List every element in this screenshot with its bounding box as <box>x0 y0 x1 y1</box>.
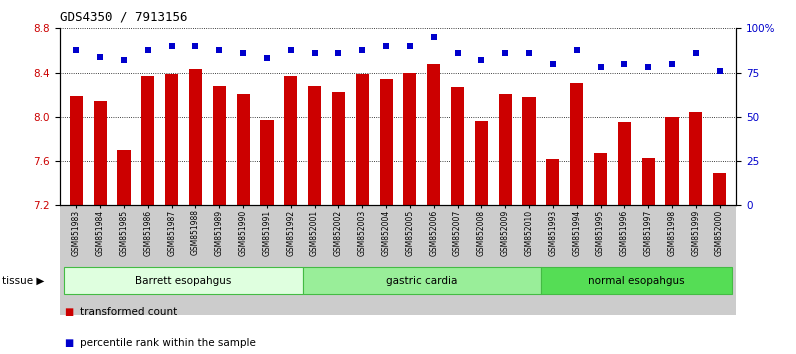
Point <box>665 61 678 67</box>
Bar <box>498 93 512 205</box>
Point <box>189 43 202 49</box>
Bar <box>404 73 416 205</box>
Bar <box>70 96 83 205</box>
Bar <box>236 93 250 205</box>
Bar <box>594 153 607 205</box>
Point <box>260 56 273 61</box>
Point <box>94 54 107 59</box>
Bar <box>427 64 440 205</box>
Bar <box>522 97 536 205</box>
Bar <box>60 205 736 315</box>
Point <box>213 47 226 52</box>
Bar <box>665 117 678 205</box>
Text: transformed count: transformed count <box>80 307 177 316</box>
Bar <box>642 158 654 205</box>
Point <box>570 47 583 52</box>
Bar <box>570 82 583 205</box>
Point <box>70 47 83 52</box>
Point <box>475 57 488 63</box>
Point <box>236 50 249 56</box>
Bar <box>284 76 298 205</box>
Bar <box>308 86 321 205</box>
Bar <box>356 74 369 205</box>
Point <box>499 50 512 56</box>
Point <box>713 68 726 74</box>
Bar <box>546 159 560 205</box>
Text: normal esopahgus: normal esopahgus <box>588 275 685 286</box>
Bar <box>380 79 392 205</box>
Point <box>642 64 654 70</box>
Bar <box>618 122 631 205</box>
Bar <box>302 267 541 294</box>
Bar <box>541 267 732 294</box>
Point <box>284 47 297 52</box>
Point <box>356 47 369 52</box>
Bar <box>118 150 131 205</box>
Bar <box>689 113 702 205</box>
Point <box>118 57 131 63</box>
Point <box>142 47 154 52</box>
Point <box>404 43 416 49</box>
Point <box>689 50 702 56</box>
Bar <box>713 173 726 205</box>
Text: ■: ■ <box>64 338 73 348</box>
Point <box>451 50 464 56</box>
Point <box>380 43 392 49</box>
Bar <box>165 74 178 205</box>
Bar <box>64 267 302 294</box>
Point <box>308 50 321 56</box>
Point <box>618 61 630 67</box>
Bar <box>189 69 202 205</box>
Bar <box>332 92 345 205</box>
Text: GDS4350 / 7913156: GDS4350 / 7913156 <box>60 11 187 24</box>
Bar <box>142 76 154 205</box>
Text: tissue ▶: tissue ▶ <box>2 275 44 286</box>
Point <box>547 61 560 67</box>
Bar <box>94 101 107 205</box>
Text: ■: ■ <box>64 307 73 316</box>
Point <box>523 50 536 56</box>
Point <box>594 64 607 70</box>
Bar <box>260 120 274 205</box>
Bar <box>213 86 226 205</box>
Text: percentile rank within the sample: percentile rank within the sample <box>80 338 256 348</box>
Bar <box>451 87 464 205</box>
Point <box>332 50 345 56</box>
Point <box>427 34 440 40</box>
Text: Barrett esopahgus: Barrett esopahgus <box>135 275 232 286</box>
Bar <box>475 121 488 205</box>
Point <box>166 43 178 49</box>
Text: gastric cardia: gastric cardia <box>386 275 458 286</box>
